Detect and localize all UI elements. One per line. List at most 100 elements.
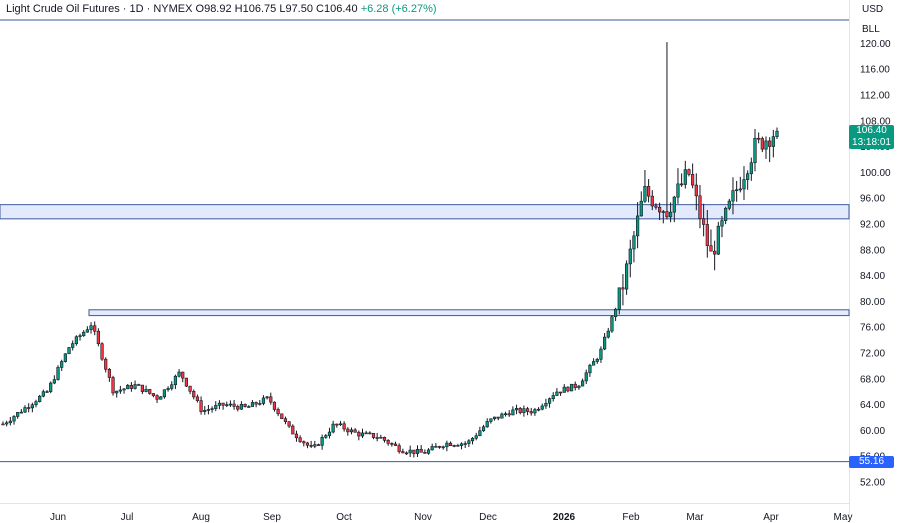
candle-body	[573, 383, 577, 388]
y-tick-label: 76.00	[860, 323, 885, 334]
candle-body	[522, 408, 526, 413]
candle-body	[470, 437, 475, 442]
candle-body	[720, 220, 724, 227]
candle-body	[320, 437, 324, 446]
candle-body	[250, 402, 255, 407]
candle-body	[382, 436, 387, 441]
candle-body	[368, 432, 372, 435]
candle-body	[599, 348, 603, 360]
candle-body	[481, 426, 486, 432]
x-tick-label: Feb	[622, 512, 640, 523]
candle-body	[536, 408, 541, 411]
candle-body	[621, 287, 625, 290]
candle-body	[188, 385, 192, 392]
candle-body	[404, 452, 409, 455]
candle-body	[445, 442, 449, 448]
candle-body	[206, 409, 211, 411]
candle-body	[419, 448, 423, 453]
high-value: H106.75	[234, 3, 277, 15]
candle-body	[617, 287, 621, 310]
candle-body	[669, 211, 673, 218]
candle-body	[118, 389, 122, 392]
candle-body	[254, 402, 258, 405]
candle-body	[144, 389, 148, 392]
y-tick-label: 68.00	[860, 374, 885, 385]
candle-body	[580, 380, 585, 387]
candle-body	[8, 420, 12, 424]
candle-body	[375, 437, 379, 439]
low-value: L97.50	[279, 3, 313, 15]
change-value: +6.28 (+6.27%)	[360, 3, 437, 15]
candle-body	[665, 211, 669, 218]
candle-body	[335, 423, 339, 426]
y-tick-label: 92.00	[860, 220, 885, 231]
candle-body	[724, 207, 728, 221]
unit-label[interactable]: BLL	[862, 24, 880, 35]
candle-body	[760, 138, 764, 150]
candle-body	[397, 445, 401, 452]
candle-body	[426, 449, 431, 454]
candle-body	[107, 368, 111, 378]
candle-body	[540, 405, 544, 410]
candle-body	[78, 335, 82, 338]
candle-body	[298, 437, 302, 442]
last-price-value: 106.40	[856, 125, 887, 137]
candle-body	[360, 432, 365, 437]
candle-body	[60, 361, 64, 368]
candle-body	[709, 245, 713, 252]
y-tick-label: 72.00	[860, 349, 885, 360]
candle-body	[511, 409, 515, 416]
candle-body	[12, 416, 16, 422]
candle-body	[56, 367, 60, 380]
candle-body	[151, 393, 155, 396]
candle-body	[280, 413, 284, 419]
x-tick-label: Apr	[763, 512, 779, 523]
x-tick-label: Dec	[479, 512, 497, 523]
y-tick-label: 60.00	[860, 426, 885, 437]
candle-body	[302, 441, 306, 444]
candle-body	[702, 218, 706, 225]
candle-body	[691, 174, 695, 186]
candle-body	[74, 336, 78, 344]
candle-body	[305, 442, 310, 446]
candle-body	[148, 389, 152, 394]
candle-body	[492, 416, 497, 420]
candle-body	[595, 358, 599, 362]
candle-body	[287, 421, 291, 427]
candle-body	[228, 403, 233, 406]
candle-body	[166, 388, 170, 391]
candle-body	[217, 402, 222, 406]
candle-body	[503, 413, 508, 416]
y-tick-label: 88.00	[860, 245, 885, 256]
candle-body	[584, 372, 588, 382]
candle-body	[683, 169, 687, 185]
candle-body	[672, 196, 676, 213]
candle-body	[5, 422, 9, 425]
candle-body	[507, 413, 511, 416]
candle-body	[518, 408, 522, 413]
candle-body	[111, 377, 115, 394]
candle-body	[184, 377, 189, 387]
candle-body	[342, 423, 346, 430]
candle-body	[467, 440, 471, 444]
candle-body	[658, 206, 662, 213]
candle-body	[735, 189, 739, 192]
candle-body	[122, 388, 126, 391]
candle-body	[104, 358, 108, 370]
candle-body	[544, 402, 548, 407]
candle-body	[155, 395, 159, 400]
candle-body	[757, 137, 761, 140]
candle-body	[225, 404, 229, 406]
candle-body	[746, 173, 750, 180]
candle-body	[412, 449, 416, 454]
candle-body	[558, 391, 563, 394]
candle-body	[331, 423, 335, 433]
candle-body	[93, 325, 97, 332]
candle-body	[316, 444, 321, 446]
candle-body	[639, 200, 643, 217]
currency-label[interactable]: USD	[862, 4, 884, 15]
candle-body	[456, 445, 460, 447]
candle-body	[85, 329, 89, 333]
candle-body	[452, 445, 456, 447]
